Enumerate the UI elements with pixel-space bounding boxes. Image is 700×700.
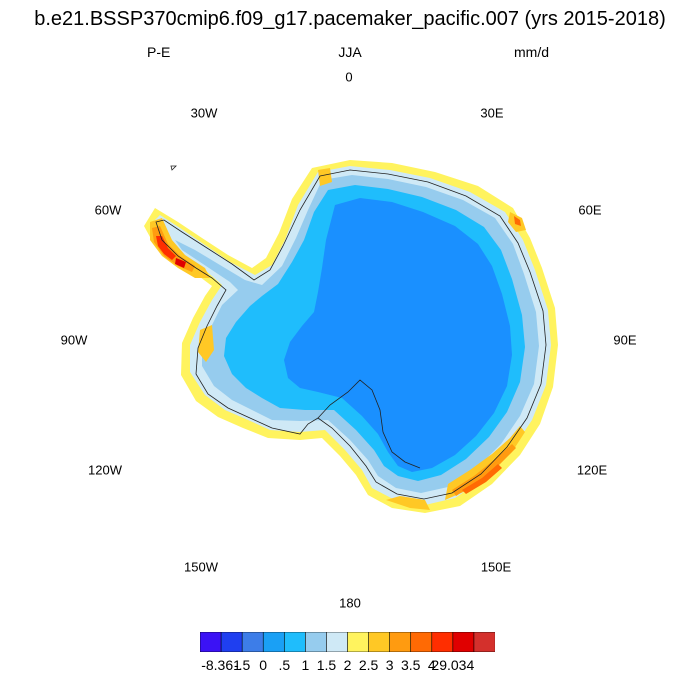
colorbar-swatch <box>262 631 285 653</box>
colorbar-swatch <box>410 631 433 653</box>
colorbar-swatch <box>368 631 391 653</box>
coastline <box>155 169 547 500</box>
colorbar-swatch <box>452 631 475 653</box>
lon-label-90e: 90E <box>613 332 637 348</box>
interior-core <box>284 198 512 472</box>
colorbar-tick-label: 2.5 <box>358 657 379 673</box>
colorbar-tick-label: 0 <box>259 657 268 673</box>
colorbar-swatch <box>199 631 222 653</box>
variable-label: P-E <box>147 44 171 60</box>
ross-ice-shelf-edge <box>317 379 421 469</box>
colorbar-swatch <box>389 631 412 653</box>
colorbar-swatches <box>199 631 496 653</box>
colorbar-swatch <box>305 631 327 653</box>
colorbar-tick-label: 3 <box>385 657 394 673</box>
colorbar-tick-label: 1 <box>301 657 310 673</box>
map-title: b.e21.BSSP370cmip6.f09_g17.pacemaker_pac… <box>34 8 666 30</box>
lon-label-120w: 120W <box>88 462 122 478</box>
lon-label-150w: 150W <box>184 559 218 575</box>
colorbar-swatch <box>241 631 264 653</box>
colorbar-tick-label: .5 <box>278 657 291 673</box>
colorbar-tick-label: 2 <box>343 657 352 673</box>
colorbar-tick-label: 29.034 <box>431 657 475 673</box>
lon-label-30e: 30E <box>480 105 504 121</box>
colorbar-swatch <box>347 631 370 653</box>
colorbar <box>199 631 496 653</box>
colorbar-swatch <box>283 631 306 653</box>
lon-label-90w: 90W <box>60 332 88 348</box>
lon-label-0: 0 <box>345 69 353 85</box>
colorbar-tick-label: -8.361 <box>201 657 241 673</box>
lon-label-60w: 60W <box>94 202 122 218</box>
colorbar-swatch <box>220 631 243 653</box>
south-america-tip <box>170 165 177 171</box>
colorbar-tick-label: -.5 <box>233 657 251 673</box>
lon-label-150e: 150E <box>480 559 512 575</box>
colorbar-swatch <box>473 631 496 653</box>
season-label: JJA <box>338 44 362 60</box>
colorbar-swatch <box>326 631 349 653</box>
colorbar-tick-label: 3.5 <box>400 657 421 673</box>
lon-label-120e: 120E <box>576 462 608 478</box>
colorbar-tick-label: 4 <box>427 657 436 673</box>
units-label: mm/d <box>514 44 549 60</box>
lon-label-60e: 60E <box>578 202 602 218</box>
colorbar-tick-label: 1.5 <box>316 657 337 673</box>
lon-label-180: 180 <box>339 595 361 611</box>
lon-label-30w: 30W <box>190 105 218 121</box>
colorbar-swatch <box>431 631 454 653</box>
